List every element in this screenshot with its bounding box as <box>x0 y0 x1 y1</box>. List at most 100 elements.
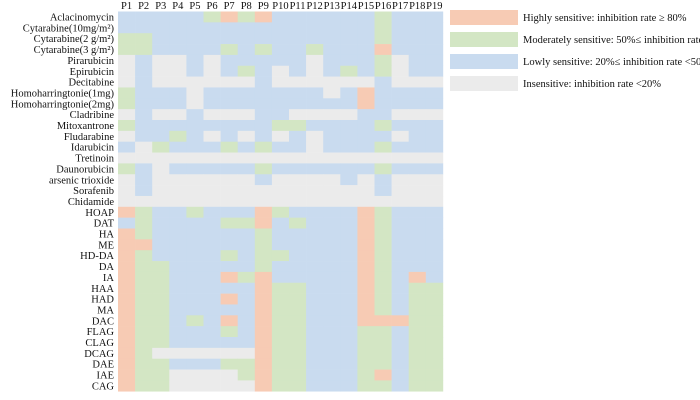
heatmap-cell <box>254 337 273 349</box>
heatmap-cell <box>340 217 358 229</box>
heatmap-cell <box>254 130 273 142</box>
heatmap-cell <box>289 250 307 262</box>
heatmap-cell <box>237 54 256 67</box>
heatmap-cell <box>220 293 238 305</box>
heatmap-cell <box>203 174 221 186</box>
heatmap-cell <box>203 195 221 208</box>
heatmap-cell <box>374 33 392 45</box>
heatmap-cell <box>237 228 256 240</box>
heatmap-cell <box>152 347 170 359</box>
heatmap-cell <box>357 65 375 77</box>
heatmap-cell <box>220 109 238 121</box>
heatmap-cell <box>169 217 187 229</box>
heatmap-cell <box>152 76 170 88</box>
heatmap-cell <box>118 315 136 327</box>
heatmap-cell <box>203 228 221 240</box>
heatmap-cell <box>306 347 324 359</box>
heatmap-cell <box>271 369 290 381</box>
heatmap-cell <box>118 65 136 77</box>
heatmap-cell <box>374 217 392 229</box>
heatmap-cell <box>237 98 256 110</box>
heatmap-cell <box>357 11 375 23</box>
heatmap-cell <box>374 44 392 56</box>
heatmap-cell <box>425 152 444 164</box>
heatmap-cell <box>425 141 444 153</box>
heatmap-cell <box>152 120 170 132</box>
heatmap-cell <box>152 185 170 197</box>
heatmap-cell <box>152 195 170 208</box>
heatmap-cell <box>357 380 375 392</box>
heatmap-cell <box>254 109 273 121</box>
heatmap-cell <box>220 217 238 229</box>
heatmap-cell <box>374 109 392 121</box>
heatmap-cell <box>220 174 238 186</box>
heatmap-cell <box>203 152 221 164</box>
heatmap-cell <box>152 87 170 99</box>
row-label: Pirarubicin <box>67 56 114 67</box>
heatmap-cell <box>340 380 358 392</box>
row-label: DA <box>99 262 115 273</box>
row-label: Fludarabine <box>64 132 114 143</box>
heatmap-cell <box>203 239 221 251</box>
heatmap-cell <box>391 261 409 273</box>
heatmap-cell <box>340 65 358 77</box>
row-label: Homoharringtonie(1mg) <box>11 88 115 99</box>
heatmap-cell <box>271 152 290 164</box>
heatmap-cell <box>118 293 136 305</box>
heatmap-cell <box>323 293 341 305</box>
heatmap-cell <box>306 33 324 45</box>
heatmap-cell <box>306 315 324 327</box>
heatmap-cell <box>391 152 409 164</box>
heatmap-cell <box>340 11 358 23</box>
heatmap-cell <box>254 185 273 197</box>
heatmap-cell <box>152 217 170 229</box>
heatmap-cell <box>220 206 238 218</box>
heatmap-cell <box>340 44 358 56</box>
row-label: arsenic trioxide <box>49 175 114 186</box>
heatmap-cell <box>323 87 341 99</box>
heatmap-cell <box>135 369 153 381</box>
heatmap-cell <box>186 293 204 305</box>
heatmap-cell <box>152 369 170 381</box>
column-label: P16 <box>375 1 391 12</box>
heatmap-cell <box>135 250 153 262</box>
heatmap-cell <box>203 250 221 262</box>
heatmap-cell <box>357 293 375 305</box>
heatmap-cell <box>135 152 153 164</box>
heatmap-cell <box>408 217 427 229</box>
heatmap-cell <box>254 347 273 359</box>
heatmap-cell <box>237 65 256 77</box>
heatmap-cell <box>408 174 427 186</box>
heatmap-cell <box>220 141 238 153</box>
column-label: P12 <box>306 1 322 12</box>
heatmap-cell <box>289 195 307 208</box>
heatmap-cell <box>118 380 136 392</box>
heatmap-cell <box>220 152 238 164</box>
heatmap-cell <box>391 87 409 99</box>
heatmap-cell <box>323 163 341 175</box>
heatmap-cell <box>374 130 392 142</box>
heatmap-cell <box>203 358 221 370</box>
heatmap-cell <box>425 217 444 229</box>
heatmap-cell <box>323 358 341 370</box>
heatmap-cell <box>374 206 392 218</box>
heatmap-cell <box>323 44 341 56</box>
heatmap-cell <box>271 109 290 121</box>
heatmap-cell <box>408 87 427 99</box>
heatmap-cell <box>186 228 204 240</box>
heatmap-cell <box>374 87 392 99</box>
heatmap-cell <box>135 185 153 197</box>
heatmap-cell <box>323 109 341 121</box>
legend-swatch <box>450 76 518 91</box>
heatmap-cell <box>203 315 221 327</box>
heatmap-cell <box>237 358 256 370</box>
heatmap-cell <box>323 22 341 34</box>
row-label: CLAG <box>85 338 114 349</box>
heatmap-cell <box>306 163 324 175</box>
heatmap-cell <box>220 44 238 56</box>
heatmap-cell <box>425 315 444 327</box>
heatmap-cell <box>408 109 427 121</box>
heatmap-cell <box>169 347 187 359</box>
heatmap-cell <box>152 228 170 240</box>
heatmap-cell <box>306 293 324 305</box>
